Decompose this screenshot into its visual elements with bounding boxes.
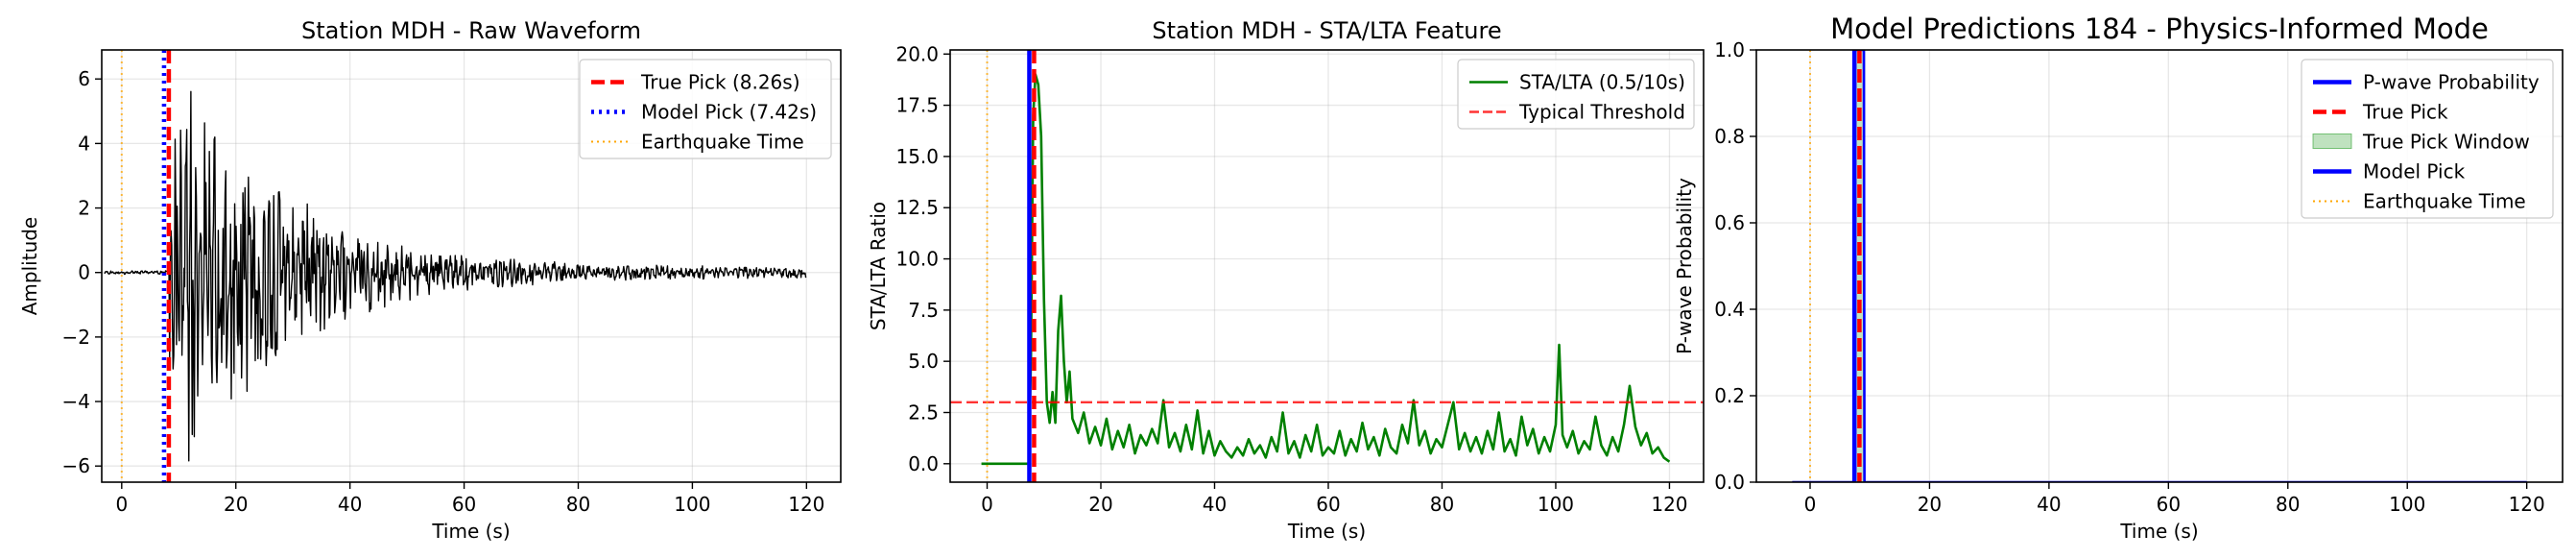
x-tick-label: 40: [1203, 493, 1227, 516]
legend-label: Earthquake Time: [2363, 190, 2526, 213]
legend-label: True Pick Window: [2362, 131, 2530, 154]
x-tick-label: 100: [674, 493, 710, 516]
x-tick-label: 20: [1918, 493, 1942, 516]
y-tick-label: 10.0: [895, 248, 939, 271]
chart-title: Station MDH - STA/LTA Feature: [1152, 17, 1501, 44]
y-tick-label: 1.0: [1714, 38, 1745, 61]
plot-area: [104, 50, 807, 482]
x-axis-label: Time (s): [1287, 520, 1366, 543]
x-tick-label: 80: [566, 493, 590, 516]
y-tick-label: −4: [62, 390, 90, 413]
x-tick-label: 20: [1088, 493, 1112, 516]
y-tick-label: −6: [62, 454, 90, 477]
x-tick-label: 60: [1316, 493, 1340, 516]
x-tick-label: 100: [2389, 493, 2425, 516]
legend-label: Earthquake Time: [641, 131, 804, 154]
y-axis-label: P-wave Probability: [1673, 178, 1696, 354]
axes-frame: [1755, 49, 2564, 483]
plot-area: [1792, 50, 2527, 482]
waveform-panel: 0 20 40 60 80 100 120 −6 −4 −2 0 2 4 6 Station MDH - R…: [18, 17, 842, 543]
y-tick-label: 2: [78, 197, 90, 220]
y-tick-label: 0.6: [1714, 211, 1745, 234]
x-axis-label: Time (s): [431, 520, 510, 543]
y-tick-label: 5.0: [908, 350, 939, 373]
y-tick-label: 12.5: [895, 196, 939, 219]
y-tick-label: 0.0: [1714, 471, 1745, 494]
x-tick-label: 60: [2157, 493, 2181, 516]
y-tick-label: 7.5: [908, 299, 939, 322]
y-tick-label: 2.5: [908, 401, 939, 424]
series-line-0: [981, 73, 1671, 466]
y-tick-label: 6: [78, 67, 90, 90]
y-tick-label: 20.0: [895, 42, 939, 65]
x-tick-label: 60: [452, 493, 476, 516]
legend-label: Typical Threshold: [1518, 101, 1685, 124]
x-tick-label: 80: [2276, 493, 2300, 516]
x-tick-label: 80: [1430, 493, 1454, 516]
y-tick-label: 0.8: [1714, 125, 1745, 148]
legend-box: [2301, 59, 2554, 219]
legend-label: P-wave Probability: [2363, 71, 2540, 94]
x-tick-label: 120: [2509, 493, 2545, 516]
legend: STA/LTA (0.5/10s) Typical Threshold: [1457, 59, 1695, 130]
y-tick-label: 0.2: [1714, 384, 1745, 407]
sta-lta-panel: 0 20 40 60 80 100 120 0.0 2.5 5.0 7.5 10.0 12.5 15.0 1…: [867, 17, 1705, 543]
chart-title: Station MDH - Raw Waveform: [301, 17, 641, 44]
legend-label: Model Pick (7.42s): [641, 101, 817, 124]
legend-label: Model Pick: [2363, 160, 2466, 183]
plot-area: [950, 50, 1704, 482]
legend-box: [579, 59, 832, 159]
y-tick-label: 4: [78, 132, 90, 155]
legend: P-wave Probability True Pick True Pick Win…: [2301, 59, 2554, 219]
x-tick-label: 40: [2037, 493, 2061, 516]
y-tick-label: 0.0: [908, 452, 939, 475]
y-tick-label: 0.4: [1714, 298, 1745, 321]
x-tick-label: 0: [981, 493, 993, 516]
y-axis-label: STA/LTA Ratio: [867, 202, 890, 330]
predictions-panel: 0 20 40 60 80 100 120 0.0 0.2 0.4 0.6 0.8 1.0 Model P…: [1673, 12, 2564, 543]
x-tick-label: 0: [1804, 493, 1817, 516]
x-tick-label: 20: [224, 493, 248, 516]
x-tick-label: 120: [788, 493, 824, 516]
legend-label: True Pick (8.26s): [640, 71, 800, 94]
series-line-0: [104, 90, 807, 462]
legend-label: True Pick: [2362, 101, 2448, 124]
y-tick-label: 15.0: [895, 145, 939, 168]
y-tick-label: 0: [78, 261, 90, 284]
x-tick-label: 40: [338, 493, 362, 516]
legend-swatch-patch: [2312, 134, 2352, 149]
legend-label: STA/LTA (0.5/10s): [1519, 71, 1685, 94]
x-tick-label: 120: [1651, 493, 1687, 516]
x-tick-label: 100: [1538, 493, 1574, 516]
y-tick-label: 17.5: [895, 94, 939, 117]
x-axis-label: Time (s): [2119, 520, 2198, 543]
x-tick-label: 0: [115, 493, 128, 516]
y-axis-label: Amplitude: [18, 217, 41, 316]
axes-frame: [101, 49, 842, 483]
legend: True Pick (8.26s) Model Pick (7.42s) Earth…: [579, 59, 832, 159]
y-tick-label: −2: [62, 326, 90, 349]
legend-box: [1457, 59, 1695, 130]
axes-frame: [949, 49, 1705, 483]
chart-title: Model Predictions 184 - Physics-Informed…: [1830, 12, 2489, 45]
